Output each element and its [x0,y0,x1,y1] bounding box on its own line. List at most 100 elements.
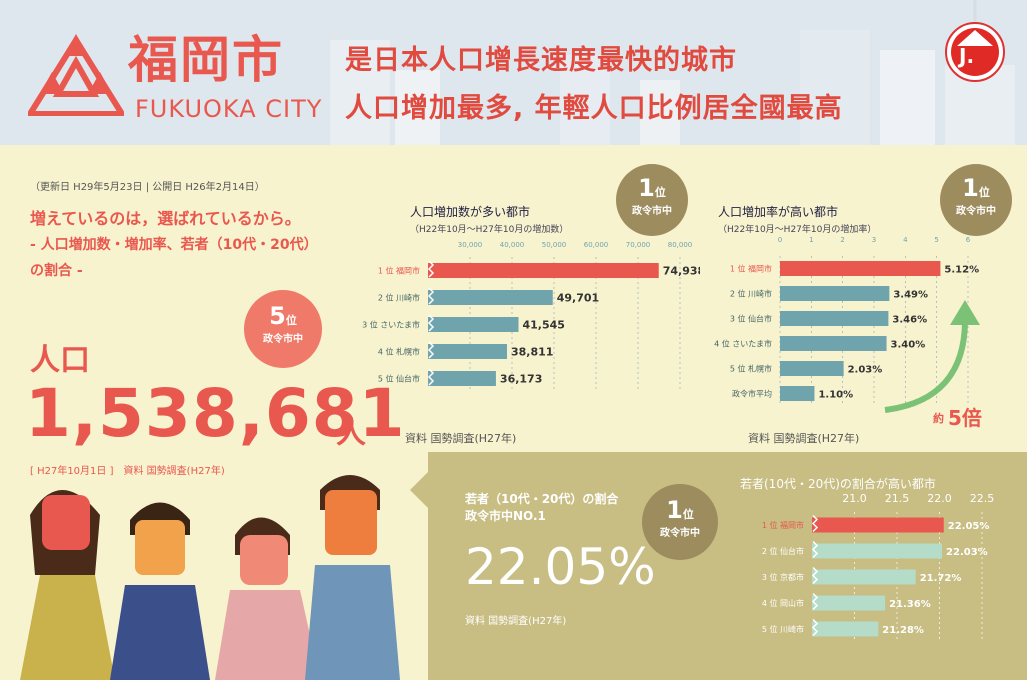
rank-number: 1 [666,496,683,524]
tick-label: 22.0 [927,492,952,505]
value-label: 74,938 [663,265,700,278]
rank-suffix: 位 [654,186,666,199]
growth-arrow-icon [884,300,980,413]
axis-break-mark [811,514,819,533]
tick-label: 6 [966,236,971,244]
axis-break-mark [811,592,819,611]
tick-label: 21.0 [842,492,867,505]
bar [780,336,887,351]
tick-label: 30,000 [458,241,483,249]
value-label: 41,545 [522,319,564,332]
rank-number: 1 [962,174,979,202]
city-name-kanji: 福岡市 [128,31,284,89]
bar [428,263,659,278]
value-label: 21.36% [889,599,931,610]
chart-population-growth-rate: 0 1 2 3 4 5 6 1 位 福岡市 5.12% 2 位 川崎市 3.49% 3 位 仙台市 3.… [714,236,979,406]
rank-subtitle: 政令市中 [263,334,303,345]
axis-break-mark [811,566,819,585]
tick-label: 40,000 [500,241,525,249]
young-ratio-title: 若者（10代・20代）の割合 [465,492,619,506]
population-source: [ H27年10月1日 ] 資料 国勢調査(H27年) [30,466,225,477]
students-illustration [20,475,400,680]
rank-number: 1 [638,174,655,202]
japan-badge[interactable]: J. [945,22,1005,82]
rank-number: 5 [269,302,286,330]
young-ratio-subtitle: 政令市中NO.1 [465,509,546,523]
axis-break-mark [427,314,435,332]
category-label: 3 位 京都市 [762,572,804,582]
value-label: 1.10% [818,390,853,401]
tick-label: 1 [809,236,813,244]
category-label: 2 位 川崎市 [378,293,420,303]
chart3-title: 若者(10代・20代)の割合が高い都市 [740,477,936,491]
tagline-main: 増えているのは，選ばれているから。 [30,209,301,228]
badge-letter: J. [959,44,975,68]
city-skyline-illustration [330,0,1015,145]
bar [428,344,508,359]
bar [812,569,916,585]
bar [812,621,879,637]
chart2-title: 人口増加率が高い都市 [718,205,839,219]
axis-break-mark [811,540,819,559]
value-label: 36,173 [500,373,542,386]
axis-break-mark [427,368,435,386]
city-name-english: FUKUOKA CITY [135,95,323,123]
chart1-rank-medal: 1位 政令市中 [616,164,688,236]
student-boy-1 [110,502,210,680]
value-label: 38,811 [511,346,553,359]
value-label: 3.49% [893,290,928,301]
bar [780,261,941,276]
value-label: 22.05% [948,521,990,532]
chart-young-ratio: 21.0 21.5 22.0 22.5 1 位 福岡市 22.05% 2 位 仙台市 22.0… [762,492,994,642]
tick-label: 70,000 [626,241,651,249]
value-label: 49,701 [557,292,599,305]
category-label: 5 位 仙台市 [378,374,420,384]
tick-label: 80,000 [668,241,693,249]
young-rank-medal: 1位 政令市中 [642,484,718,560]
category-label: 1 位 福岡市 [378,266,420,276]
rank-suffix: 位 [285,314,297,327]
rank-suffix: 位 [682,508,694,521]
category-label: 5 位 札幌市 [730,364,772,374]
student-girl-1 [20,490,115,680]
tick-label: 2 [840,236,844,244]
headline-secondary: 人口增加最多, 年輕人口比例居全國最高 [345,93,843,124]
value-label: 5.12% [944,265,979,276]
category-label: 1 位 福岡市 [730,264,772,274]
chart2-source: 資料 国勢調査(H27年) [748,432,860,445]
category-label: 政令市平均 [732,389,772,399]
category-label: 1 位 福岡市 [762,520,804,530]
population-value: 1,538,681 [25,375,406,452]
axis-break-mark [427,287,435,305]
student-boy-2 [305,475,400,680]
value-label: 21.72% [920,573,962,584]
bar [780,361,844,376]
rank-subtitle: 政令市中 [660,528,700,539]
category-label: 3 位 さいたま市 [362,320,420,330]
category-label: 2 位 仙台市 [762,546,804,556]
value-label: 3.40% [891,340,926,351]
young-ratio-panel [428,452,1027,680]
bar [428,317,519,332]
axis-break-mark [811,618,819,637]
fukuoka-city-emblem-icon [28,34,124,116]
tagline-sub-2: の割合 - [30,263,83,279]
tick-label: 3 [872,236,876,244]
bar [812,543,943,559]
chart1-title: 人口増加数が多い都市 [410,205,531,219]
bar [780,311,889,326]
category-label: 4 位 札幌市 [378,347,420,357]
bar [780,286,890,301]
tick-label: 50,000 [542,241,567,249]
tick-label: 0 [778,236,782,244]
axis-break-mark [427,260,435,278]
tagline-sub: - 人口増加数・増加率、若者（10代・20代） [30,237,318,253]
category-label: 4 位 さいたま市 [714,339,772,349]
value-label: 2.03% [848,365,883,376]
rank-subtitle: 政令市中 [956,206,996,217]
tick-label: 5 [934,236,938,244]
value-label: 3.46% [892,315,927,326]
population-unit: 人 [336,416,366,451]
bar [812,595,886,611]
bar [428,371,496,386]
